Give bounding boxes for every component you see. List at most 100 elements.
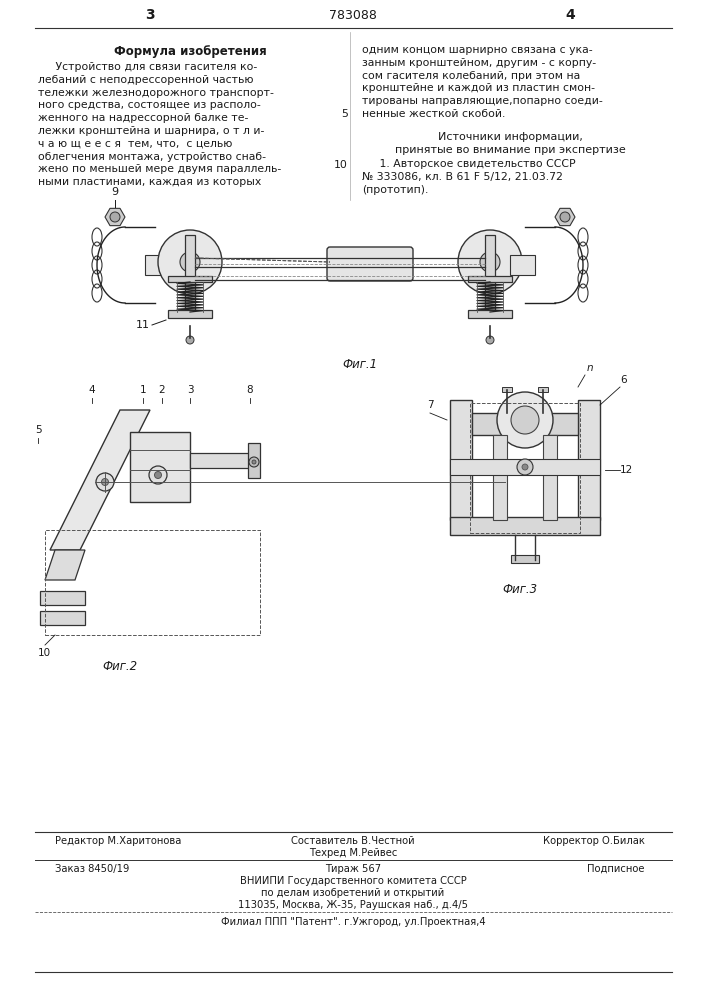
Circle shape <box>522 464 528 470</box>
Bar <box>472 413 578 435</box>
Bar <box>168 276 212 282</box>
Bar <box>538 387 548 392</box>
Circle shape <box>486 336 494 344</box>
Text: тированы направляющие,попарно соеди-: тированы направляющие,попарно соеди- <box>362 96 603 106</box>
Bar <box>248 443 260 478</box>
Text: Фиг.3: Фиг.3 <box>503 583 537 596</box>
Text: 3: 3 <box>145 8 155 22</box>
Bar <box>485 235 495 315</box>
Bar <box>185 235 195 315</box>
Bar <box>450 517 600 535</box>
Text: по делам изобретений и открытий: по делам изобретений и открытий <box>262 888 445 898</box>
Bar <box>468 276 512 282</box>
Text: Фиг.1: Фиг.1 <box>342 358 378 371</box>
Text: лежки кронштейна и шарнира, о т л и-: лежки кронштейна и шарнира, о т л и- <box>38 126 264 136</box>
Bar <box>511 555 539 563</box>
Text: 6: 6 <box>620 375 626 385</box>
Text: ч а ю щ е е с я  тем, что,  с целью: ч а ю щ е е с я тем, что, с целью <box>38 139 233 149</box>
Text: 1. Авторское свидетельство СССР: 1. Авторское свидетельство СССР <box>362 159 575 169</box>
Bar <box>493 435 507 520</box>
Text: 10: 10 <box>38 648 51 658</box>
Circle shape <box>252 460 256 464</box>
Text: сом гасителя колебаний, при этом на: сом гасителя колебаний, при этом на <box>362 71 580 81</box>
Bar <box>45 530 260 635</box>
Ellipse shape <box>96 473 114 491</box>
Text: 4: 4 <box>565 8 575 22</box>
Text: Техред М.Рейвес: Техред М.Рейвес <box>309 848 397 858</box>
Bar <box>145 255 170 275</box>
Text: Формула изобретения: Формула изобретения <box>114 45 267 58</box>
Text: Редактор М.Харитонова: Редактор М.Харитонова <box>55 836 182 846</box>
Text: тележки железнодорожного транспорт-: тележки железнодорожного транспорт- <box>38 88 274 98</box>
Text: n: n <box>587 363 594 373</box>
Text: ными пластинами, каждая из которых: ными пластинами, каждая из которых <box>38 177 262 187</box>
Bar <box>450 400 472 520</box>
Polygon shape <box>45 550 85 580</box>
Circle shape <box>511 406 539 434</box>
Circle shape <box>560 212 570 222</box>
Bar <box>40 591 85 605</box>
Text: № 333086, кл. В 61 F 5/12, 21.03.72: № 333086, кл. В 61 F 5/12, 21.03.72 <box>362 172 563 182</box>
Text: Филиал ППП "Патент". г.Ужгород, ул.Проектная,4: Филиал ППП "Патент". г.Ужгород, ул.Проек… <box>221 917 485 927</box>
Bar <box>578 400 600 520</box>
Polygon shape <box>50 410 150 550</box>
Circle shape <box>186 336 194 344</box>
Bar <box>470 403 580 533</box>
Text: 2: 2 <box>158 385 165 395</box>
Bar <box>130 432 190 502</box>
Circle shape <box>458 230 522 294</box>
Text: ненные жесткой скобой.: ненные жесткой скобой. <box>362 109 506 119</box>
Bar <box>468 310 512 318</box>
Circle shape <box>149 466 167 484</box>
Text: 783088: 783088 <box>329 9 377 22</box>
Text: 113035, Москва, Ж-35, Раушская наб., д.4/5: 113035, Москва, Ж-35, Раушская наб., д.4… <box>238 900 468 910</box>
Text: 10: 10 <box>334 160 348 170</box>
Text: Фиг.2: Фиг.2 <box>103 660 138 673</box>
Text: принятые во внимание при экспертизе: принятые во внимание при экспертизе <box>395 145 626 155</box>
Ellipse shape <box>102 479 108 486</box>
Text: Тираж 567: Тираж 567 <box>325 864 381 874</box>
Polygon shape <box>555 208 575 226</box>
Circle shape <box>155 472 161 479</box>
Circle shape <box>180 252 200 272</box>
Text: ВНИИПИ Государственного комитета СССР: ВНИИПИ Государственного комитета СССР <box>240 876 467 886</box>
Text: женного на надрессорной балке те-: женного на надрессорной балке те- <box>38 113 248 123</box>
FancyBboxPatch shape <box>327 247 413 281</box>
Bar <box>168 310 212 318</box>
Text: занным кронштейном, другим - с корпу-: занным кронштейном, другим - с корпу- <box>362 58 596 68</box>
Text: Подписное: Подписное <box>588 864 645 874</box>
Bar <box>450 459 600 475</box>
Text: Заказ 8450/19: Заказ 8450/19 <box>55 864 129 874</box>
Polygon shape <box>105 208 125 226</box>
Text: облегчения монтажа, устройство снаб-: облегчения монтажа, устройство снаб- <box>38 152 266 162</box>
Circle shape <box>249 457 259 467</box>
Text: 12: 12 <box>620 465 633 475</box>
Text: 7: 7 <box>427 400 433 410</box>
Circle shape <box>158 230 222 294</box>
Text: 3: 3 <box>187 385 193 395</box>
Text: одним концом шарнирно связана с ука-: одним концом шарнирно связана с ука- <box>362 45 592 55</box>
Text: 11: 11 <box>136 320 150 330</box>
Text: жено по меньшей мере двумя параллель-: жено по меньшей мере двумя параллель- <box>38 164 281 174</box>
Circle shape <box>480 252 500 272</box>
Text: Составитель В.Честной: Составитель В.Честной <box>291 836 415 846</box>
Text: 5: 5 <box>341 109 348 119</box>
Bar <box>502 387 512 392</box>
Text: Корректор О.Билак: Корректор О.Билак <box>543 836 645 846</box>
Text: 9: 9 <box>112 187 119 197</box>
Bar <box>40 611 85 625</box>
Text: лебаний с неподрессоренной частью: лебаний с неподрессоренной частью <box>38 75 254 85</box>
Text: 8: 8 <box>247 385 253 395</box>
Text: ного средства, состоящее из располо-: ного средства, состоящее из располо- <box>38 100 261 110</box>
Text: 4: 4 <box>88 385 95 395</box>
Bar <box>510 255 535 275</box>
Text: 1: 1 <box>140 385 146 395</box>
Text: 5: 5 <box>35 425 41 435</box>
Bar <box>190 453 250 468</box>
Bar <box>543 435 557 520</box>
Circle shape <box>517 459 533 475</box>
Circle shape <box>110 212 120 222</box>
Text: кронштейне и каждой из пластин смон-: кронштейне и каждой из пластин смон- <box>362 83 595 93</box>
Circle shape <box>497 392 553 448</box>
Text: (прототип).: (прототип). <box>362 185 428 195</box>
